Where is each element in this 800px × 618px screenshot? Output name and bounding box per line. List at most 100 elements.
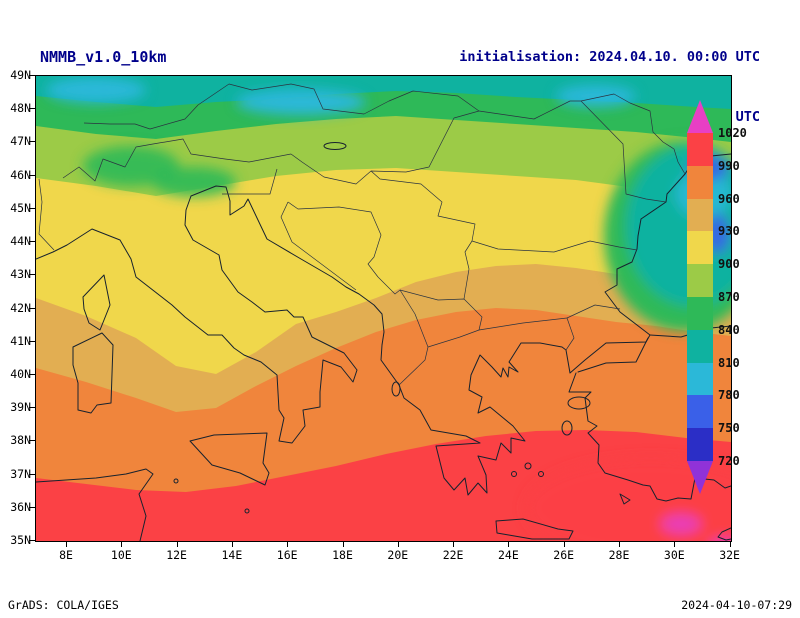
colorbar-label: 930: [718, 224, 740, 239]
lat-axis-label: 37N: [10, 466, 31, 481]
lat-axis-tick: [29, 174, 35, 176]
island-cyprus-edge: [717, 527, 731, 541]
lon-axis-label: 10E: [110, 548, 132, 562]
lon-axis-tick: [397, 541, 399, 547]
colorbar-band: [687, 362, 713, 396]
colorbar-band: [687, 460, 713, 494]
island-corsica: [82, 274, 111, 331]
lat-axis-tick: [29, 75, 35, 76]
lat-axis-label: 36N: [10, 499, 31, 514]
lon-axis-tick: [563, 541, 565, 547]
lon-axis-label: 12E: [166, 548, 187, 562]
lon-axis-label: 24E: [498, 548, 519, 562]
field-blob: [152, 167, 236, 197]
field-blob: [83, 146, 179, 186]
lon-axis-tick: [287, 541, 289, 547]
coastline-marmara-south: [577, 337, 649, 373]
lat-axis-label: 46N: [10, 167, 31, 182]
field-blob: [236, 89, 366, 115]
initialisation-time: initialisation: 2024.04.10. 00:00 UTC: [459, 49, 760, 65]
colorbar-band: [687, 264, 713, 297]
lon-axis-tick: [729, 541, 731, 547]
colorbar-band: [687, 165, 713, 199]
lat-axis-label: 35N: [10, 533, 31, 547]
field-blob: [661, 514, 701, 534]
colorbar-label: 780: [718, 388, 740, 403]
lon-axis-label: 32E: [719, 548, 740, 562]
lon-axis-tick: [674, 541, 676, 547]
colorbar-label: 720: [718, 454, 740, 468]
colorbar-label: 870: [718, 290, 740, 304]
island-chios: [561, 420, 573, 436]
model-name: NMMB_v1.0_10km: [40, 48, 167, 66]
field-blob: [556, 85, 636, 107]
radiation-field-svg: [36, 76, 731, 541]
lat-axis-label: 45N: [10, 200, 31, 215]
lat-axis-tick: [29, 241, 35, 243]
colorbar-band: [687, 428, 713, 461]
island-cyclades: [511, 471, 517, 477]
country-borders: [38, 83, 686, 386]
grads-credit: GrADS: COLA/IGES: [8, 598, 119, 612]
island-malta: [244, 508, 250, 514]
coastline-turkey-aegean: [568, 372, 731, 502]
lat-axis-label: 43N: [10, 267, 31, 282]
island-crete: [495, 518, 574, 540]
lon-axis-label: 18E: [332, 548, 353, 562]
lat-axis-tick: [29, 407, 35, 409]
colorbar-band: [687, 231, 713, 265]
lon-axis-label: 30E: [663, 548, 685, 562]
island-pantelleria: [173, 478, 179, 484]
field-blob: [46, 77, 146, 103]
colorbar-legend: 1020 990 960 930 900 870 840 810 780 750 720: [687, 100, 747, 494]
lat-axis-tick: [29, 473, 35, 475]
lat-axis-tick: [29, 440, 35, 442]
lon-axis-label: 16E: [276, 548, 298, 562]
lat-axis-label: 38N: [10, 433, 31, 448]
lat-axis-tick: [29, 141, 35, 143]
lat-axis-tick: [29, 307, 35, 309]
lat-axis-label: 48N: [10, 101, 31, 116]
lon-axis-label: 28E: [608, 548, 630, 562]
island-sicily: [189, 432, 270, 486]
lon-axis-tick: [121, 541, 123, 547]
island-rhodes: [619, 493, 631, 505]
colorbar-band: [687, 395, 713, 429]
lon-axis-label: 14E: [221, 548, 243, 562]
lat-axis-tick: [29, 506, 35, 508]
colorbar-band: [687, 296, 713, 330]
lat-axis-label: 40N: [10, 366, 31, 381]
lon-axis-tick: [66, 541, 67, 547]
colorbar-label: 960: [718, 191, 740, 206]
lat-axis-tick: [29, 373, 35, 375]
lon-axis-label: 8E: [59, 548, 73, 562]
colorbar-label: 840: [718, 322, 740, 337]
lat-axis-tick: [29, 108, 35, 110]
lat-axis-label: 39N: [10, 400, 31, 415]
colorbar-label: 810: [718, 355, 740, 370]
island-lesbos: [567, 396, 591, 410]
lake-balaton: [323, 142, 347, 150]
lon-axis-tick: [342, 541, 344, 547]
lat-axis-label: 44N: [10, 234, 31, 249]
island-cyclades: [538, 471, 544, 477]
lat-axis-tick: [29, 207, 35, 209]
lon-axis-label: 22E: [442, 548, 464, 562]
map-frame: [35, 75, 732, 542]
lon-axis-tick: [453, 541, 455, 547]
colorbar-band: [687, 100, 713, 133]
colorbar-label: 750: [718, 421, 740, 436]
colorbar-label: 1020: [718, 126, 747, 140]
lat-axis-tick: [29, 340, 35, 342]
lat-axis-label: 49N: [10, 68, 31, 82]
lon-axis-tick: [231, 541, 233, 547]
lon-axis-tick: [508, 541, 510, 547]
colorbar-label: 990: [718, 158, 740, 173]
colorbar-band: [687, 198, 713, 232]
island-cyclades: [524, 462, 532, 470]
colorbar-label: 900: [718, 257, 740, 272]
colorbar-band: [687, 133, 713, 166]
generation-timestamp: 2024-04-10-07:29: [681, 598, 792, 612]
island-sardinia: [72, 332, 114, 414]
